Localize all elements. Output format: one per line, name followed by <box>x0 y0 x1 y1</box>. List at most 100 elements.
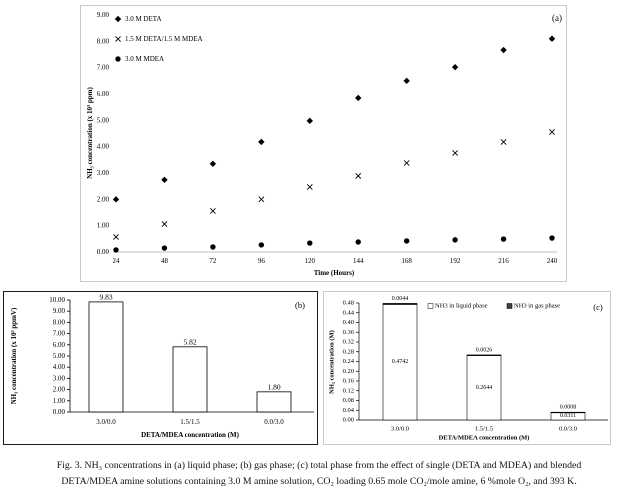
point-3-0-m-deta-192 <box>451 63 459 71</box>
y-tick-label: 0.44 <box>343 309 355 316</box>
x-tick-label: 144 <box>353 257 364 265</box>
point-1-5-m-deta-1-5-m-mdea-216 <box>500 139 507 145</box>
point-1-5-m-deta-1-5-m-mdea-24 <box>113 234 119 240</box>
x-tick-label: 72 <box>209 257 217 265</box>
point-3-0-m-mdea-168 <box>403 238 410 244</box>
point-3-0-m-deta-144 <box>355 94 362 102</box>
bar-value-label: 1.80 <box>267 382 280 391</box>
x-tick-label: 1.5/1.5 <box>180 418 200 426</box>
x-tick-label: 48 <box>161 257 169 265</box>
y-tick-label: 4.00 <box>53 363 66 371</box>
y-tick-label: 3.00 <box>97 169 110 177</box>
point-3-0-m-deta-216 <box>500 46 507 54</box>
legend-label: NH3 in liquid phase <box>435 303 488 310</box>
y-tick-label: 3.00 <box>53 374 66 382</box>
y-axis-title: NH₃ concentration (x 10³ ppm) <box>86 86 94 178</box>
legend-label: NH3 in gas phase <box>514 303 560 310</box>
y-tick-label: 0.24 <box>343 358 355 365</box>
panel-label: (b) <box>295 300 305 310</box>
y-tick-label: 0.16 <box>343 378 355 385</box>
x-tick-label: 168 <box>401 257 412 265</box>
y-tick-label: 6.00 <box>53 341 66 349</box>
panel-label: (c) <box>593 302 603 312</box>
y-tick-label: 8.00 <box>97 37 110 45</box>
x-tick-label: 24 <box>113 257 121 265</box>
caption-line: Fig. 3. NH₃ concentrations in (a) liquid… <box>56 460 582 471</box>
x-axis-title: DETA/MDEA concentration (M) <box>141 431 240 439</box>
legend-swatch-nh3-in-gas-phase <box>506 303 513 309</box>
y-tick-label: 2.00 <box>97 195 110 203</box>
point-3-0-m-deta-120 <box>306 117 313 125</box>
point-3-0-m-mdea-216 <box>500 236 507 242</box>
x-tick-label: 96 <box>258 257 266 265</box>
y-tick-label: 9.00 <box>53 307 66 315</box>
y-tick-label: 0.32 <box>343 339 354 346</box>
point-3-0-m-mdea-192 <box>452 237 458 243</box>
x-tick-label: 216 <box>498 257 509 265</box>
chart-panel-b: 0.00 1.00 2.00 3.00 4.00 5.00 6.00 7.00 8.00 9.00… <box>3 291 318 445</box>
point-1-5-m-deta-1-5-m-mdea-144 <box>355 172 362 179</box>
bar-value-label: 0.0008 <box>560 405 577 411</box>
x-tick-label: 3.0/0.0 <box>96 418 116 426</box>
y-tick-label: 0.04 <box>343 407 355 414</box>
bar-segment-nh3-in-liquid-phase-1-5-1-5 <box>466 355 502 421</box>
point-1-5-m-deta-1-5-m-mdea-96 <box>258 196 265 203</box>
caption-line: DETA/MDEA amine solutions containing 3.0… <box>61 476 577 487</box>
bar-value-label: 0.4742 <box>392 359 409 365</box>
legend-label: 3.0 M DETA <box>125 15 162 23</box>
y-tick-label: 0.00 <box>53 408 66 416</box>
point-3-0-m-deta-96 <box>258 138 265 146</box>
bar-1-5-1-5 <box>172 346 208 413</box>
x-tick-label: 192 <box>450 257 461 265</box>
point-1-5-m-deta-1-5-m-mdea-48 <box>161 221 168 228</box>
y-tick-label: 0.36 <box>343 329 355 336</box>
point-3-0-m-mdea-72 <box>210 244 216 250</box>
bar-segment-nh3-in-gas-phase-1-5-1-5 <box>466 354 502 356</box>
y-tick-label: 4.00 <box>97 143 110 151</box>
point-3-0-m-mdea-24 <box>113 247 119 253</box>
legend-marker-3-0-m-deta <box>114 15 122 23</box>
legend-marker-1-5-m-deta-1-5-m-mdea <box>115 36 121 42</box>
x-tick-label: 3.0/0.0 <box>391 426 409 433</box>
stacked-bar-chart-total-phase: 0.00 0.04 0.08 0.12 0.16 0.20 0.24 0.28 0.32 0.36… <box>329 296 608 442</box>
x-tick-label: 120 <box>305 257 316 265</box>
legend-swatch-nh3-in-liquid-phase <box>427 303 434 309</box>
legend-label: 1.5 M DETA/1.5 M MDEA <box>125 35 203 43</box>
x-tick-label: 0.0/3.0 <box>264 418 284 426</box>
chart-panel-c: 0.00 0.04 0.08 0.12 0.16 0.20 0.24 0.28 0.32 0.36… <box>323 291 611 445</box>
point-1-5-m-deta-1-5-m-mdea-168 <box>403 160 410 166</box>
y-tick-label: 5.00 <box>97 116 110 124</box>
bar-value-label: 0.0311 <box>560 413 576 419</box>
x-tick-label: 1.5/1.5 <box>475 426 493 433</box>
point-3-0-m-deta-24 <box>112 196 120 203</box>
y-tick-label: 5.00 <box>53 352 66 360</box>
x-axis-title: DETA/MDEA concentration (M) <box>439 435 530 442</box>
point-3-0-m-mdea-48 <box>161 245 168 251</box>
y-tick-label: 7.00 <box>97 64 110 72</box>
point-3-0-m-mdea-96 <box>258 242 265 248</box>
y-tick-label: 0.00 <box>97 248 110 256</box>
point-3-0-m-mdea-240 <box>549 235 555 241</box>
bar-3-0-0-0 <box>88 301 124 413</box>
y-axis-title: NH₃ concentration (x 10³ ppmV) <box>10 307 18 404</box>
y-tick-label: 0.08 <box>343 397 354 404</box>
scatter-chart-liquid-phase: 0.00 1.00 2.00 3.00 4.00 5.00 6.00 7.00 8.00 9.00… <box>86 11 562 277</box>
point-1-5-m-deta-1-5-m-mdea-240 <box>549 129 555 135</box>
bar-value-label: 9.83 <box>99 292 112 301</box>
y-tick-label: 7.00 <box>53 330 66 338</box>
y-tick-label: 0.40 <box>343 319 354 326</box>
y-tick-label: 0.28 <box>343 348 354 355</box>
y-tick-label: 0.00 <box>343 417 354 424</box>
y-tick-label: 9.00 <box>97 11 110 19</box>
y-tick-label: 0.20 <box>343 368 354 375</box>
point-1-5-m-deta-1-5-m-mdea-192 <box>452 150 459 156</box>
legend-marker-3-0-m-mdea <box>115 56 121 62</box>
bar-segment-nh3-in-gas-phase-0-0-3-0 <box>550 411 586 414</box>
chart-panel-a: 0.00 1.00 2.00 3.00 4.00 5.00 6.00 7.00 8.00 9.00… <box>80 5 567 282</box>
legend-label: 3.0 M MDEA <box>125 55 164 63</box>
y-tick-label: 0.12 <box>343 387 354 394</box>
bar-value-label: 5.82 <box>183 337 196 346</box>
y-tick-label: 8.00 <box>53 318 66 326</box>
panel-label: (a) <box>552 13 562 23</box>
bar-value-label: 0.0044 <box>392 296 409 302</box>
